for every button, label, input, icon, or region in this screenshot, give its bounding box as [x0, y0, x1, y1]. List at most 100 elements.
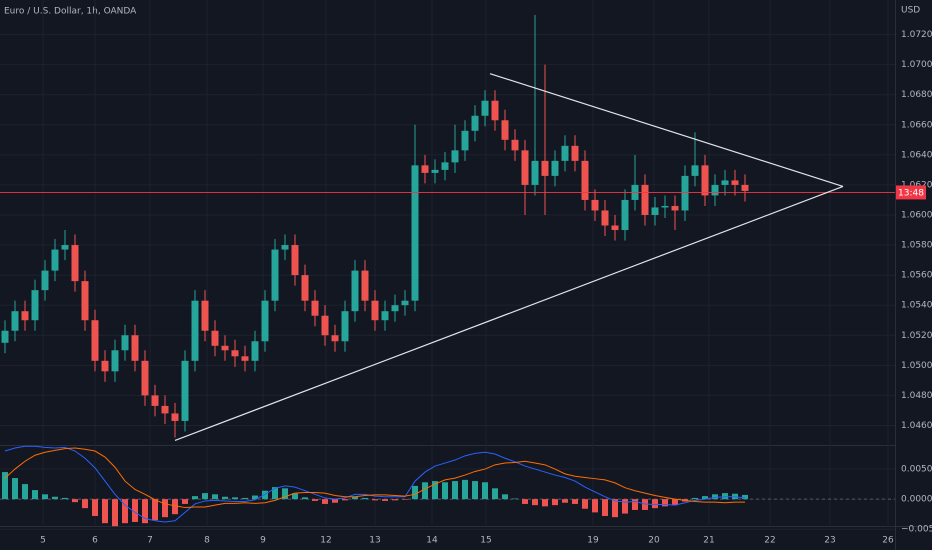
- histogram-bar: [32, 490, 38, 500]
- histogram-bar: [222, 496, 228, 500]
- histogram-bar: [662, 499, 668, 507]
- histogram-bar: [242, 497, 248, 500]
- y-tick-label: 1.05400: [901, 301, 932, 311]
- candle-body: [651, 207, 659, 215]
- histogram-bar: [692, 497, 698, 500]
- histogram-bar: [282, 488, 288, 500]
- histogram-bar: [332, 499, 338, 503]
- histogram-bar: [132, 499, 138, 522]
- x-tick-label: 21: [703, 536, 714, 546]
- histogram-bar: [352, 496, 358, 500]
- x-tick-label: 6: [92, 536, 98, 546]
- histogram-bar: [602, 499, 608, 516]
- histogram-bar: [52, 496, 58, 500]
- histogram-bar: [92, 499, 98, 516]
- candle-body: [331, 335, 339, 342]
- candle-body: [701, 165, 709, 196]
- x-tick-label: 13: [369, 536, 380, 546]
- candle-body: [531, 160, 539, 185]
- histogram-bar: [272, 487, 278, 500]
- x-tick-label: 14: [426, 536, 438, 546]
- candle-body: [481, 100, 489, 116]
- histogram-bar: [392, 499, 398, 501]
- candle-body: [471, 115, 479, 131]
- candle-body: [171, 413, 179, 421]
- candle-body: [741, 184, 749, 191]
- y-tick-label: 1.05000: [901, 361, 932, 371]
- candle-body: [441, 162, 449, 170]
- x-tick-label: 7: [147, 536, 153, 546]
- histogram-bar: [532, 499, 538, 506]
- histogram-bar: [402, 499, 408, 500]
- candle-body: [401, 300, 409, 306]
- histogram-bar: [582, 499, 588, 509]
- histogram-bar: [162, 499, 168, 518]
- candle-body: [421, 165, 429, 173]
- histogram-bar: [452, 481, 458, 500]
- candle-body: [521, 150, 529, 185]
- candle-body: [231, 350, 239, 357]
- candle-body: [511, 139, 519, 151]
- candle-body: [681, 175, 689, 211]
- x-tick-label: 26: [882, 536, 894, 546]
- histogram-bar: [142, 499, 148, 524]
- y-tick-label: 1.06000: [901, 210, 932, 220]
- candle-body: [361, 270, 369, 301]
- candle-body: [351, 270, 359, 312]
- chart-title: Euro / U.S. Dollar, 1h, OANDA: [4, 7, 137, 17]
- histogram-bar: [122, 499, 128, 524]
- candle-body: [541, 160, 549, 176]
- candle-body: [721, 180, 729, 185]
- candle-body: [111, 350, 119, 372]
- y-tick-label: 1.05200: [901, 331, 932, 341]
- candle-body: [11, 311, 19, 331]
- histogram-bar: [542, 499, 548, 507]
- candle-body: [561, 145, 569, 161]
- candle-body: [591, 199, 599, 211]
- candle-body: [451, 150, 459, 163]
- candle-body: [711, 184, 719, 196]
- histogram-bar: [82, 499, 88, 509]
- candle-body: [21, 311, 29, 321]
- candle-body: [301, 275, 309, 301]
- histogram-bar: [72, 499, 78, 503]
- candle-body: [101, 360, 109, 372]
- histogram-bar: [612, 499, 618, 518]
- histogram-bar: [192, 496, 198, 500]
- countdown-box: [896, 185, 926, 200]
- histogram-bar: [252, 495, 258, 500]
- candle-body: [311, 300, 319, 316]
- y-tick-label: 1.04800: [901, 391, 932, 401]
- x-tick-label: 22: [764, 536, 775, 546]
- histogram-bar: [62, 497, 68, 500]
- histogram-bar: [362, 497, 368, 500]
- histogram-bar: [552, 499, 558, 506]
- candle-body: [281, 245, 289, 250]
- y-axis-label: USD: [901, 6, 920, 16]
- histogram-bar: [232, 497, 238, 500]
- histogram-bar: [572, 499, 578, 504]
- candle-body: [131, 335, 139, 361]
- histogram-bar: [672, 499, 678, 506]
- histogram-bar: [492, 488, 498, 500]
- histogram-bar: [412, 485, 418, 500]
- histogram-bar: [322, 499, 328, 504]
- candle-body: [81, 281, 89, 321]
- histogram-bar: [2, 472, 8, 500]
- x-tick-label: 23: [824, 536, 835, 546]
- histogram-bar: [102, 499, 108, 524]
- y-tick-label: 1.05800: [901, 241, 932, 251]
- x-tick-label: 15: [480, 536, 491, 546]
- candle-body: [201, 300, 209, 331]
- histogram-bar: [652, 499, 658, 509]
- candle-body: [181, 360, 189, 421]
- histogram-bar: [212, 494, 218, 500]
- histogram-bar: [622, 499, 628, 514]
- histogram-bar: [482, 482, 488, 500]
- x-tick-label: 19: [587, 536, 599, 546]
- candle-body: [1, 330, 9, 343]
- histogram-bar: [522, 499, 528, 504]
